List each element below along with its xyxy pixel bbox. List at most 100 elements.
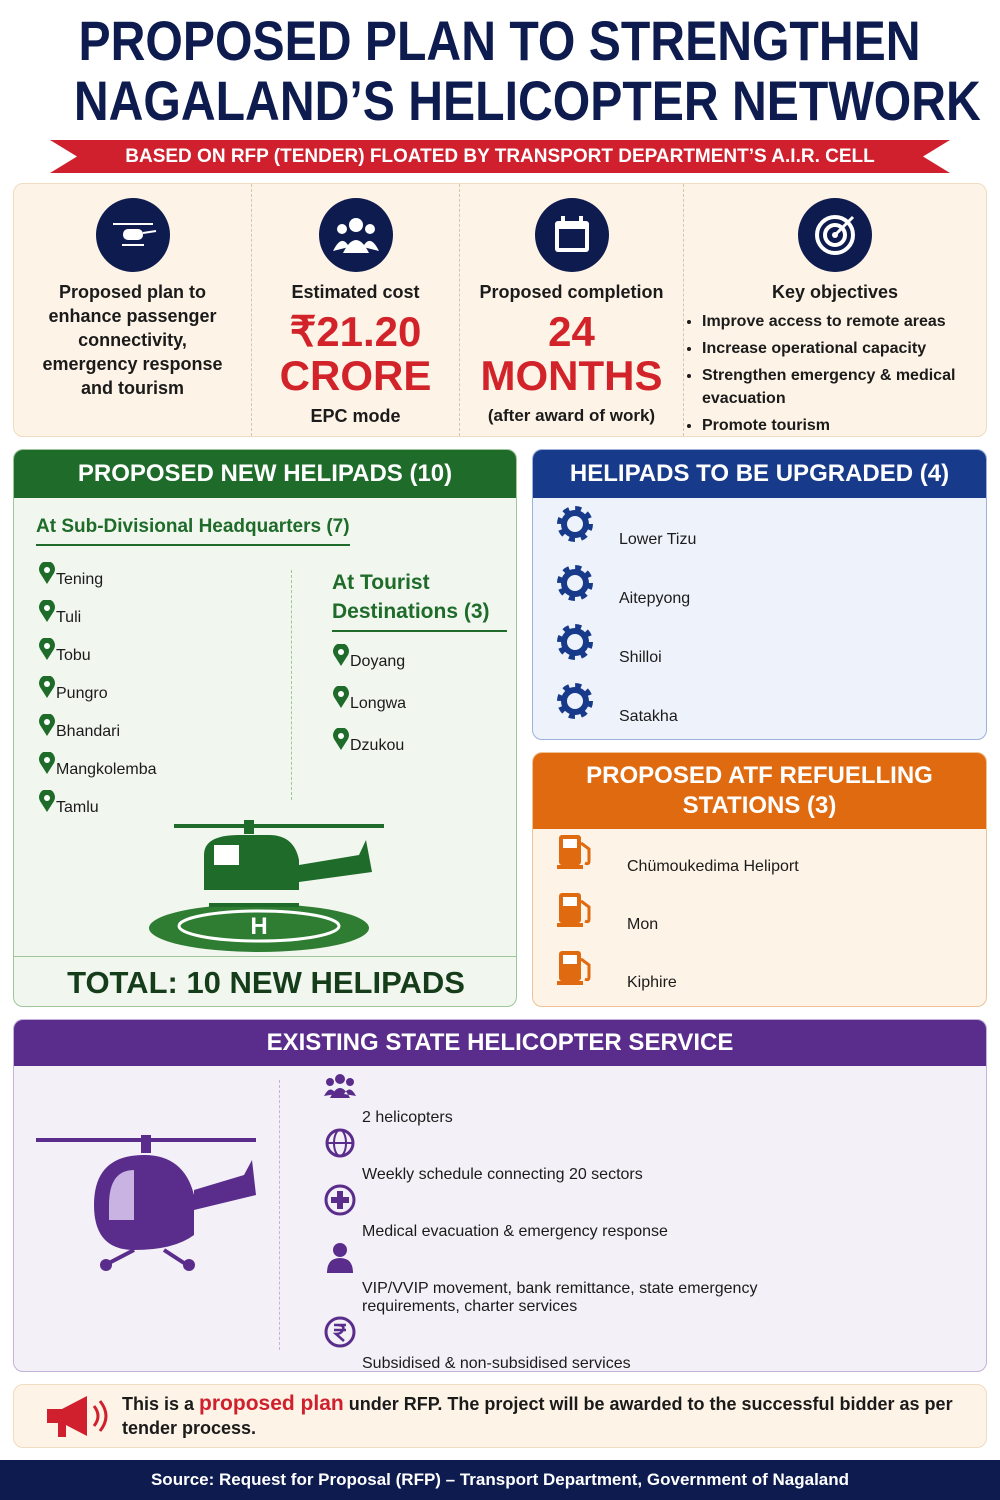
completion-unit: MONTHS xyxy=(480,352,663,399)
place: Tening xyxy=(38,561,157,600)
row: Kiphire xyxy=(555,945,986,1003)
place: Doyang xyxy=(332,643,406,686)
icon xyxy=(95,198,170,272)
row: Chümoukedima Heliport xyxy=(555,829,986,887)
service-icon xyxy=(324,1316,356,1348)
erow: Subsidised & non-subsidised services(25%… xyxy=(324,1316,966,1372)
service-text: Medical evacuation & emergency response xyxy=(362,1223,668,1240)
place: Mangkolemba xyxy=(38,751,157,790)
source: Source: Request for Proposal (RFP) – Tra… xyxy=(0,1460,1000,1500)
panel-header: PROPOSED ATF REFUELLING STATIONS (3) xyxy=(533,753,986,829)
service-icon xyxy=(325,1128,355,1158)
pin-icon xyxy=(333,727,349,750)
pin-icon xyxy=(39,713,55,736)
service: VIP/VVIP movement, bank remittance, stat… xyxy=(362,1280,842,1316)
svg-text:H: H xyxy=(250,913,267,940)
place-list: Tening Tuli Tobu Pungro Bhandari Mangkolemba T… xyxy=(38,561,157,828)
pin-icon xyxy=(39,637,55,660)
place: Dzukou xyxy=(332,727,406,770)
panel-header: HELIPADS TO BE UPGRADED (4) xyxy=(533,450,986,498)
row: Aitepyong xyxy=(555,563,986,622)
pin-icon xyxy=(39,561,55,584)
service-icon xyxy=(324,1184,356,1216)
objectives-col: Key objectives Improve access to remote … xyxy=(684,184,986,436)
pin-icon xyxy=(39,789,55,812)
highlight: proposed plan xyxy=(199,1392,344,1415)
pin-icon xyxy=(333,643,349,666)
service-text: Subsidised & non-subsidised services xyxy=(362,1355,631,1372)
erow: VIP/VVIP movement, bank remittance, stat… xyxy=(324,1241,966,1316)
title-line: PROPOSED PLAN TO STRENGTHEN xyxy=(78,9,921,72)
place: Tamlu xyxy=(38,789,157,828)
objective: Increase operational capacity xyxy=(702,337,986,360)
fuel-icon xyxy=(557,835,591,869)
atf-list: Chümoukedima Heliport Mon Kiphire xyxy=(533,829,986,1003)
pin-icon xyxy=(333,685,349,708)
objective: Strengthen emergency & medical evacuatio… xyxy=(702,364,986,410)
divider xyxy=(291,570,292,800)
total: TOTAL: 10 NEW HELIPADS xyxy=(14,956,516,1006)
service: Medical evacuation & emergency response xyxy=(362,1223,842,1241)
label: Estimated cost xyxy=(291,282,420,302)
gear-icon xyxy=(557,506,593,542)
calendar-icon xyxy=(554,216,589,252)
place: Pungro xyxy=(38,675,157,714)
place: Longwa xyxy=(332,685,407,728)
megaphone-icon xyxy=(47,1396,108,1437)
place-name: Longwa xyxy=(350,695,407,712)
service: Subsidised & non-subsidised services(25%… xyxy=(362,1355,842,1372)
place-name: Tobu xyxy=(56,647,91,664)
subheading: At Sub-Divisional Headquarters (7) xyxy=(36,516,350,546)
place: Tobu xyxy=(38,637,157,676)
gear-icon xyxy=(557,565,593,601)
row: Satakha xyxy=(555,681,986,739)
service-text: VIP/VVIP movement, bank remittance, stat… xyxy=(362,1280,758,1315)
pin-icon xyxy=(39,599,55,622)
purpose: Proposed plan to enhance passenger conne… xyxy=(42,282,223,398)
completion-value: 24 xyxy=(548,308,595,355)
place-name: Pungro xyxy=(56,685,108,702)
summary-panel: Proposed plan to enhance passenger conne… xyxy=(13,183,987,437)
place: Bhandari xyxy=(38,713,157,752)
service-text: 2 helicopters xyxy=(362,1109,453,1126)
place-name: Tuli xyxy=(56,609,82,626)
title: PROPOSED PLAN TO STRENGTHEN xyxy=(0,10,1000,72)
helipad-name: Satakha xyxy=(619,708,678,725)
cost-col: Estimated cost ₹21.20 CRORE EPC mode xyxy=(252,184,460,436)
objective: Improve access to remote areas xyxy=(702,310,986,333)
service: 2 helicopters xyxy=(362,1109,842,1127)
cost-unit: CRORE xyxy=(279,352,432,399)
erow: 2 helicopters xyxy=(324,1070,966,1127)
text: under RFP. The project will be awarded t… xyxy=(122,1394,953,1438)
label: Key objectives xyxy=(771,282,899,302)
icon xyxy=(318,198,393,272)
subheading: At Tourist Destinations (3) xyxy=(332,568,507,632)
erow: Weekly schedule connecting 20 sectors xyxy=(324,1127,966,1184)
note: EPC mode xyxy=(310,406,401,426)
place-name: Tamlu xyxy=(56,799,99,816)
station-name: Chümoukedima Heliport xyxy=(627,858,799,875)
objective-list: Improve access to remote areas Increase o… xyxy=(702,310,986,436)
place: Tuli xyxy=(38,599,157,638)
ribbon: BASED ON RFP (TENDER) FLOATED BY TRANSPO… xyxy=(50,140,950,173)
gear-icon xyxy=(557,683,593,719)
helipad-name: Aitepyong xyxy=(619,590,691,607)
place-name: Mangkolemba xyxy=(56,761,157,778)
label: Proposed completion xyxy=(479,282,664,302)
cost-value: ₹21.20 xyxy=(289,308,422,355)
service-list: 2 helicopters Weekly schedule connecting … xyxy=(324,1070,966,1372)
objective: Promote tourism xyxy=(702,414,986,436)
panel-header: EXISTING STATE HELICOPTER SERVICE xyxy=(14,1020,986,1066)
place-name: Doyang xyxy=(350,653,406,670)
station-name: Kiphire xyxy=(627,974,677,991)
row: Shilloi xyxy=(555,622,986,681)
fuel-icon xyxy=(557,893,591,927)
helicopter-illustration xyxy=(36,1135,256,1271)
helicopter-icon xyxy=(112,223,156,246)
service-icon xyxy=(324,1074,356,1098)
pin-icon xyxy=(39,751,55,774)
helipad-name: Shilloi xyxy=(619,649,662,666)
people-icon xyxy=(332,218,379,253)
title: NAGALAND’S HELICOPTER NETWORK xyxy=(0,70,1000,132)
